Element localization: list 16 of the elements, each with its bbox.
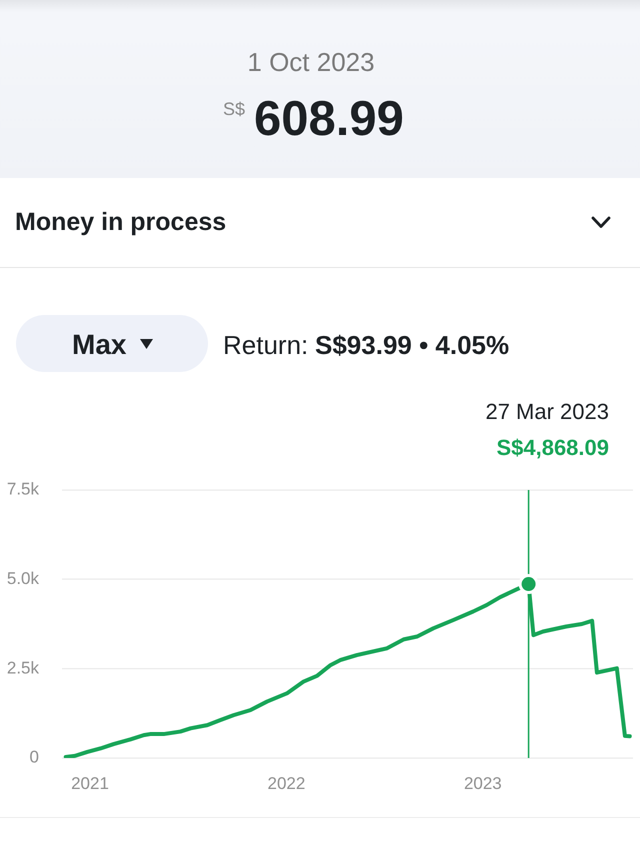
x-tick-label: 2022 [268, 774, 306, 793]
text: S$ [223, 99, 246, 119]
text: Money in process [15, 208, 226, 236]
text: 608.99 [254, 92, 404, 146]
dropdown-button: Max [16, 315, 208, 372]
y-tick-label: 0 [30, 748, 39, 767]
text: S$4,868.09 [496, 435, 609, 460]
text: 27 Mar 2023 [485, 399, 609, 424]
text: Return: [223, 330, 308, 360]
x-tick-label: 2023 [464, 774, 502, 793]
x-tick-label: 2021 [71, 774, 109, 793]
y-tick-label: 2.5k [6, 658, 40, 678]
text: S$93.99 • 4.05% [315, 330, 510, 360]
text: 1 Oct 2023 [247, 47, 375, 77]
y-tick-label: 7.5k [6, 480, 40, 499]
y-tick-label: 5.0k [6, 569, 40, 588]
